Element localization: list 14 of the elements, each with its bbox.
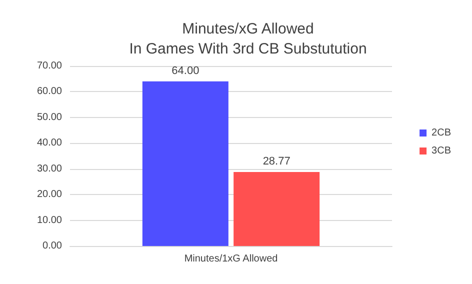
- x-tick-label: Minutes/1xG Allowed: [184, 254, 278, 264]
- legend-label: 3CB: [432, 146, 452, 156]
- y-tick-label: 70.00: [36, 60, 62, 72]
- data-label: 64.00: [172, 64, 200, 77]
- chart-title: Minutes/xG Allowed In Games With 3rd CB Substutution: [129, 20, 367, 58]
- y-tick-label: 40.00: [36, 138, 62, 149]
- y-tick-label: 60.00: [36, 86, 62, 98]
- y-tick-label: 10.00: [36, 214, 62, 226]
- y-tick-label: 20.00: [36, 189, 62, 200]
- y-tick-label: 30.00: [36, 163, 62, 174]
- data-label: 28.77: [262, 156, 290, 168]
- y-tick-label: 50.00: [36, 112, 62, 123]
- legend-label: 2CB: [432, 128, 452, 138]
- y-tick-label: 0.00: [42, 240, 62, 252]
